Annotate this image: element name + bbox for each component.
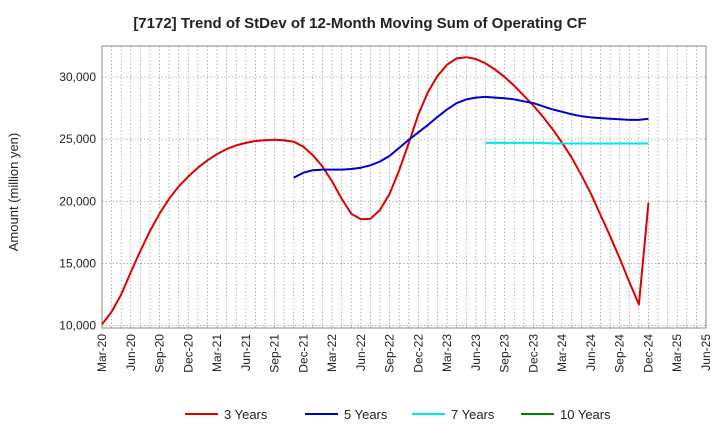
x-tick-label: Mar-24 <box>555 334 569 372</box>
x-tick-label: Sep-21 <box>268 334 282 373</box>
legend: 3 Years 5 Years 7 Years 10 Years <box>185 407 611 422</box>
x-tick-label: Mar-25 <box>670 334 684 372</box>
y-tick-label: 15,000 <box>59 256 96 270</box>
y-tick-label: 25,000 <box>59 132 96 146</box>
x-tick-label: Mar-23 <box>440 334 454 372</box>
series-lines <box>101 56 650 325</box>
y-axis: 10,000 15,000 20,000 25,000 30,000 <box>59 70 96 332</box>
plot-area <box>101 45 707 329</box>
x-tick-label: Sep-22 <box>383 334 397 373</box>
x-tick-label: Dec-23 <box>526 334 540 373</box>
legend-label: 5 Years <box>344 407 388 422</box>
chart-title: [7172] Trend of StDev of 12-Month Moving… <box>133 15 586 32</box>
x-tick-label: Jun-24 <box>584 334 598 371</box>
y-tick-label: 30,000 <box>59 70 96 84</box>
x-tick-label: Mar-22 <box>325 334 339 372</box>
series-line-7-years <box>485 141 649 145</box>
y-tick-label: 10,000 <box>59 319 96 333</box>
x-tick-label: Dec-20 <box>181 334 195 373</box>
grid <box>102 46 706 328</box>
x-tick-label: Mar-21 <box>210 334 224 372</box>
y-tick-label: 20,000 <box>59 194 96 208</box>
x-axis: Mar-20 Jun-20 Sep-20 Dec-20 Mar-21 Jun-21 Sep-… <box>95 334 713 373</box>
x-tick-label: Sep-20 <box>153 334 167 373</box>
legend-label: 10 Years <box>560 407 611 422</box>
x-tick-label: Jun-23 <box>469 334 483 371</box>
x-tick-label: Sep-24 <box>613 334 627 373</box>
x-tick-label: Dec-24 <box>641 334 655 373</box>
x-tick-label: Jun-20 <box>124 334 138 371</box>
x-tick-label: Jun-21 <box>239 334 253 371</box>
x-tick-label: Mar-20 <box>95 334 109 372</box>
series-line-5-years <box>293 95 649 179</box>
legend-label: 3 Years <box>224 407 268 422</box>
x-tick-label: Dec-21 <box>296 334 310 373</box>
legend-label: 7 Years <box>451 407 495 422</box>
x-tick-label: Sep-23 <box>498 334 512 373</box>
x-tick-label: Jun-25 <box>699 334 713 371</box>
y-axis-label: Amount (million yen) <box>6 133 21 252</box>
x-tick-label: Jun-22 <box>354 334 368 371</box>
x-tick-label: Dec-22 <box>411 334 425 373</box>
series-line-3-years <box>101 56 650 325</box>
